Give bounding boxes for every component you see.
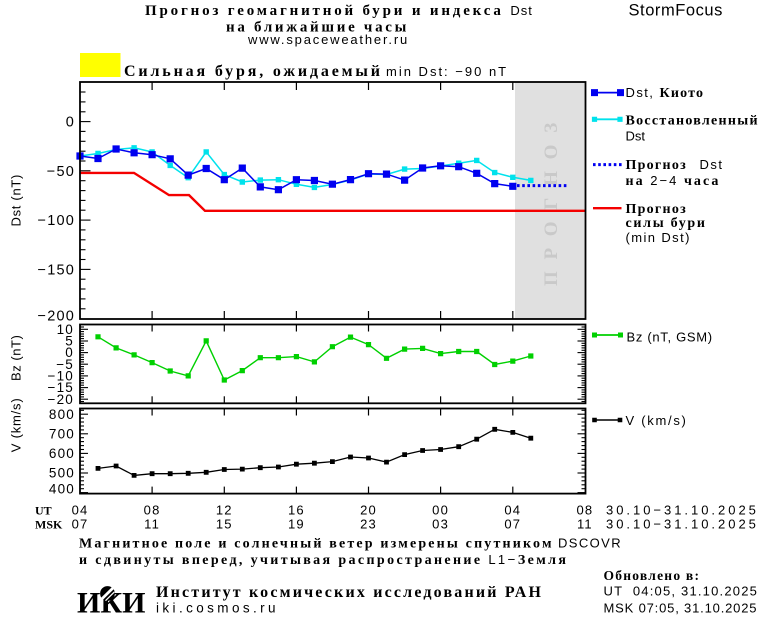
svg-text:(min Dst): (min Dst) [626, 230, 691, 245]
svg-text:−20: −20 [48, 392, 75, 407]
svg-text:UT 04:05, 31.10.2025: UT 04:05, 31.10.2025 [604, 584, 759, 599]
svg-text:на ближайшие часы: на ближайшие часы [226, 20, 409, 36]
svg-text:Восстановленный: Восстановленный [626, 114, 759, 129]
svg-text:5: 5 [65, 334, 74, 349]
svg-text:MSK: MSK [35, 518, 63, 532]
svg-text:StormFocus: StormFocus [629, 1, 723, 19]
svg-text:Прогноз: Прогноз [626, 202, 687, 217]
svg-text:DSCOVR: DSCOVR [558, 535, 622, 550]
svg-text:08: 08 [144, 503, 161, 518]
svg-text:500: 500 [49, 466, 75, 481]
svg-text:MSK 07:05, 31.10.2025: MSK 07:05, 31.10.2025 [604, 601, 758, 616]
svg-text:−100: −100 [38, 213, 75, 229]
svg-text:20: 20 [360, 503, 377, 518]
svg-text:12: 12 [216, 503, 233, 518]
svg-text:min Dst: −90 nT: min Dst: −90 nT [386, 64, 508, 79]
svg-text:на 2−4 часа: на 2−4 часа [626, 173, 721, 189]
svg-text:и сдвинуты вперед, учитывая ра: и сдвинуты вперед, учитывая распростране… [79, 552, 568, 568]
svg-text:11: 11 [144, 517, 160, 532]
svg-text:V (km/s): V (km/s) [9, 398, 24, 453]
svg-text:04: 04 [72, 503, 89, 518]
svg-text:11: 11 [577, 517, 593, 532]
svg-text:00: 00 [432, 503, 449, 518]
svg-text:08: 08 [576, 503, 593, 518]
svg-text:Киото: Киото [660, 86, 705, 101]
svg-text:700: 700 [49, 426, 75, 441]
svg-text:Bz (nT, GSM): Bz (nT, GSM) [627, 329, 713, 344]
svg-text:10: 10 [57, 322, 74, 337]
svg-text:ПРОГНОЗ: ПРОГНОЗ [541, 111, 562, 286]
svg-text:Обновлено в:: Обновлено в: [604, 568, 701, 583]
svg-text:−15: −15 [48, 380, 75, 395]
svg-text:07: 07 [72, 517, 89, 532]
svg-text:UT: UT [35, 504, 52, 518]
svg-text:0: 0 [65, 345, 74, 360]
svg-text:800: 800 [49, 407, 75, 422]
svg-text:−5: −5 [56, 357, 74, 372]
svg-text:Магнитное поле и солнечный вет: Магнитное поле и солнечный ветер измерен… [79, 536, 554, 551]
svg-text:16: 16 [288, 503, 305, 518]
svg-text:Dst: Dst [700, 157, 724, 172]
svg-text:600: 600 [49, 446, 75, 461]
svg-text:Dst,: Dst, [626, 85, 655, 100]
svg-text:−200: −200 [38, 309, 75, 325]
svg-text:www.spaceweather.ru: www.spaceweather.ru [247, 32, 409, 47]
svg-text:−50: −50 [47, 164, 75, 180]
svg-text:Сильная буря, ожидаемый: Сильная буря, ожидаемый [124, 63, 383, 80]
svg-text:07: 07 [504, 517, 521, 532]
svg-text:0: 0 [66, 115, 75, 131]
svg-text:Bz (nT): Bz (nT) [9, 335, 24, 381]
svg-text:силы бури: силы бури [626, 216, 707, 231]
svg-text:30.10−31.10.2025: 30.10−31.10.2025 [606, 517, 759, 532]
svg-text:23: 23 [360, 517, 377, 532]
svg-text:Dst: Dst [626, 129, 646, 144]
svg-text:19: 19 [288, 517, 305, 532]
svg-text:Dst (nT): Dst (nT) [9, 174, 24, 227]
svg-text:15: 15 [216, 517, 233, 532]
svg-text:Институт космических исследова: Институт космических исследований РАН [156, 584, 543, 601]
svg-text:30.10−31.10.2025: 30.10−31.10.2025 [606, 503, 759, 518]
svg-text:iki.cosmos.ru: iki.cosmos.ru [156, 600, 279, 615]
svg-text:Прогноз геомагнитной бури и ин: Прогноз геомагнитной бури и индекса Dst [145, 3, 533, 19]
svg-text:400: 400 [49, 482, 75, 497]
svg-text:03: 03 [432, 517, 449, 532]
svg-text:−150: −150 [38, 262, 75, 278]
svg-text:Прогноз: Прогноз [626, 158, 687, 173]
svg-text:04: 04 [504, 503, 521, 518]
svg-text:−10: −10 [48, 369, 75, 384]
svg-text:V (km/s): V (km/s) [626, 413, 688, 428]
